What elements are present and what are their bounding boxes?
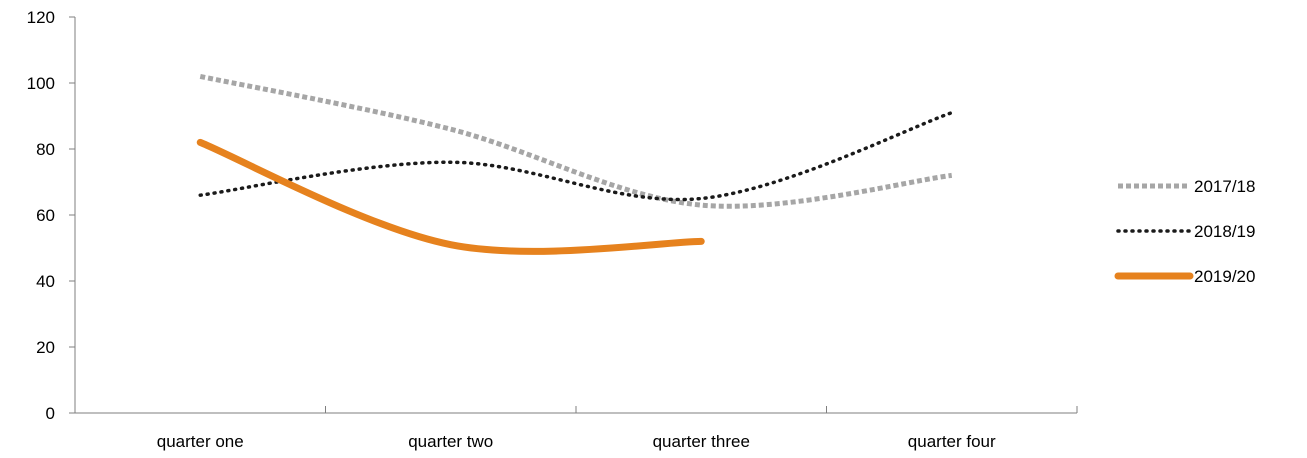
x-axis-ticks: quarter one quarter two quarter three quart… bbox=[74, 406, 1078, 451]
chart-axes bbox=[74, 17, 1077, 414]
legend-label: 2017/18 bbox=[1194, 177, 1255, 196]
x-tick-label: quarter two bbox=[408, 432, 493, 451]
legend-label: 2019/20 bbox=[1194, 267, 1255, 286]
series-line-2017-18 bbox=[199, 73, 953, 209]
x-tick-label: quarter one bbox=[157, 432, 244, 451]
x-tick-label: quarter four bbox=[908, 432, 996, 451]
y-axis-ticks: 0 20 40 60 80 100 120 bbox=[27, 8, 75, 423]
series-line-2018-19 bbox=[198, 110, 954, 202]
series-lines bbox=[196, 73, 954, 255]
legend-label: 2018/19 bbox=[1194, 222, 1255, 241]
y-tick-label: 0 bbox=[46, 404, 55, 423]
y-tick-label: 100 bbox=[27, 74, 55, 93]
y-tick-label: 60 bbox=[36, 206, 55, 225]
x-tick-label: quarter three bbox=[653, 432, 750, 451]
y-tick-label: 80 bbox=[36, 140, 55, 159]
y-tick-label: 40 bbox=[36, 272, 55, 291]
y-tick-label: 120 bbox=[27, 8, 55, 27]
y-tick-label: 20 bbox=[36, 338, 55, 357]
legend: 2017/18 2018/19 2019/20 bbox=[1114, 177, 1255, 286]
series-line-2019-20 bbox=[196, 138, 705, 255]
